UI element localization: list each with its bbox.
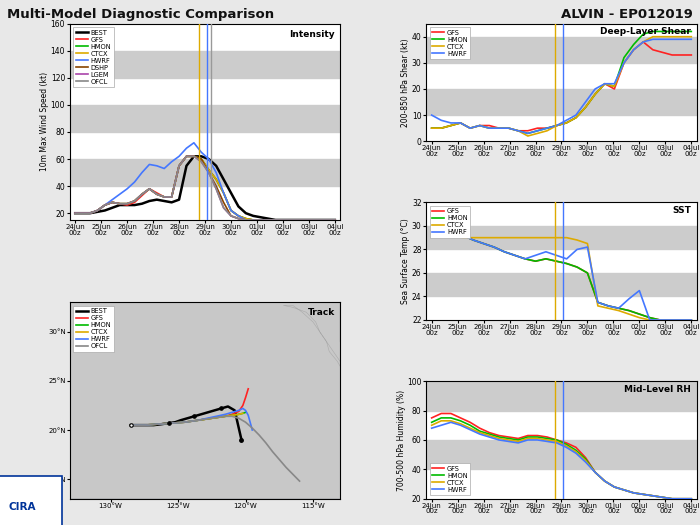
Legend: GFS, HMON, CTCX, HWRF: GFS, HMON, CTCX, HWRF [430,27,470,59]
Bar [70,51,340,78]
Bar [426,381,696,411]
Bar [70,159,340,186]
Legend: GFS, HMON, CTCX, HWRF: GFS, HMON, CTCX, HWRF [430,463,470,496]
Text: Multi-Model Diagnostic Comparison: Multi-Model Diagnostic Comparison [7,8,274,21]
Y-axis label: 10m Max Wind Speed (kt): 10m Max Wind Speed (kt) [41,72,49,171]
Legend: BEST, GFS, HMON, CTCX, HWRF, DSHP, LGEM, OFCL: BEST, GFS, HMON, CTCX, HWRF, DSHP, LGEM,… [74,27,114,87]
Text: Track: Track [307,308,335,317]
Y-axis label: 700-500 hPa Humidity (%): 700-500 hPa Humidity (%) [397,390,406,490]
Bar [426,226,696,249]
Text: CIRA: CIRA [8,502,36,512]
Polygon shape [70,302,448,499]
Text: SST: SST [672,206,691,215]
Text: Mid-Level RH: Mid-Level RH [624,385,691,394]
Bar [70,105,340,132]
Text: ALVIN - EP012019: ALVIN - EP012019 [561,8,693,21]
Bar [426,273,696,297]
Legend: BEST, GFS, HMON, CTCX, HWRF, OFCL: BEST, GFS, HMON, CTCX, HWRF, OFCL [74,306,114,352]
Y-axis label: Sea Surface Temp (°C): Sea Surface Temp (°C) [402,218,410,304]
Bar [426,89,696,115]
Legend: GFS, HMON, CTCX, HWRF: GFS, HMON, CTCX, HWRF [430,206,470,238]
Text: Deep-Layer Shear: Deep-Layer Shear [600,27,691,36]
Bar [426,440,696,469]
Polygon shape [284,306,387,411]
Text: Intensity: Intensity [289,29,335,38]
Bar [426,37,696,63]
Y-axis label: 200-850 hPa Shear (kt): 200-850 hPa Shear (kt) [402,38,410,127]
